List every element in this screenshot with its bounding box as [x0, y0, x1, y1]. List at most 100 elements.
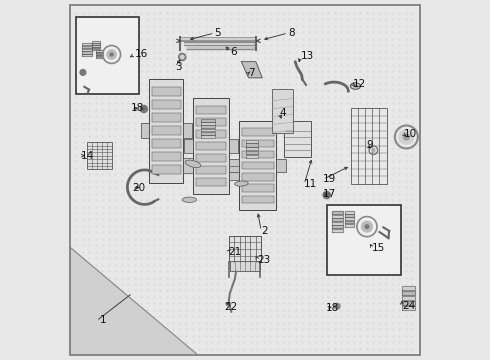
- Bar: [230, 261, 260, 271]
- Polygon shape: [201, 122, 215, 125]
- Polygon shape: [245, 147, 258, 150]
- Polygon shape: [96, 50, 103, 52]
- Circle shape: [361, 221, 373, 233]
- Ellipse shape: [353, 84, 358, 88]
- Text: 11: 11: [304, 179, 318, 189]
- Polygon shape: [332, 215, 343, 218]
- Bar: [242, 128, 273, 136]
- Polygon shape: [92, 45, 100, 46]
- Text: 3: 3: [175, 62, 182, 72]
- Polygon shape: [332, 225, 343, 228]
- Circle shape: [371, 148, 375, 152]
- Bar: [229, 139, 238, 153]
- Circle shape: [80, 69, 86, 75]
- Bar: [76, 17, 139, 94]
- Bar: [242, 151, 273, 158]
- Text: 1: 1: [100, 315, 106, 325]
- Circle shape: [109, 52, 114, 57]
- Text: 2: 2: [261, 226, 268, 236]
- Text: 22: 22: [224, 302, 238, 312]
- Polygon shape: [402, 286, 416, 290]
- Ellipse shape: [182, 197, 196, 202]
- Bar: [196, 166, 226, 174]
- Polygon shape: [201, 132, 215, 135]
- Polygon shape: [332, 229, 343, 232]
- Polygon shape: [402, 306, 416, 310]
- Polygon shape: [332, 222, 343, 225]
- Text: 6: 6: [231, 46, 237, 57]
- Polygon shape: [344, 217, 354, 220]
- Ellipse shape: [235, 181, 248, 186]
- Circle shape: [403, 134, 410, 140]
- Bar: [272, 89, 294, 134]
- Bar: [196, 130, 226, 138]
- Text: 19: 19: [323, 174, 337, 184]
- Bar: [141, 123, 149, 138]
- Bar: [285, 121, 311, 157]
- Polygon shape: [82, 54, 92, 56]
- Polygon shape: [402, 291, 416, 295]
- Polygon shape: [96, 55, 103, 57]
- Circle shape: [179, 53, 186, 60]
- Circle shape: [334, 303, 340, 309]
- Bar: [151, 165, 181, 174]
- Polygon shape: [245, 140, 258, 143]
- Bar: [242, 195, 273, 203]
- Bar: [151, 100, 181, 109]
- Polygon shape: [96, 54, 103, 55]
- Polygon shape: [201, 125, 215, 128]
- Polygon shape: [344, 214, 354, 217]
- Bar: [196, 154, 226, 162]
- Text: 9: 9: [366, 140, 373, 150]
- Text: 18: 18: [326, 303, 339, 314]
- Bar: [242, 173, 273, 181]
- Polygon shape: [92, 43, 100, 45]
- Bar: [151, 126, 181, 135]
- Text: 13: 13: [300, 51, 314, 61]
- Bar: [196, 178, 226, 186]
- Polygon shape: [332, 218, 343, 221]
- Bar: [184, 139, 193, 153]
- Polygon shape: [245, 143, 258, 147]
- Polygon shape: [96, 52, 103, 53]
- Circle shape: [106, 49, 117, 60]
- Circle shape: [180, 55, 184, 59]
- Bar: [151, 87, 181, 96]
- Bar: [87, 142, 112, 169]
- Text: 21: 21: [228, 247, 241, 257]
- Polygon shape: [201, 129, 215, 131]
- Circle shape: [323, 192, 330, 199]
- Polygon shape: [402, 301, 416, 305]
- Text: 15: 15: [372, 243, 386, 253]
- Polygon shape: [92, 49, 100, 50]
- Bar: [151, 152, 181, 161]
- Ellipse shape: [350, 83, 361, 89]
- Bar: [351, 108, 387, 184]
- Bar: [196, 105, 226, 114]
- Text: 8: 8: [288, 28, 294, 38]
- Bar: [196, 142, 226, 150]
- Polygon shape: [71, 248, 196, 354]
- Bar: [327, 205, 401, 275]
- Bar: [149, 78, 183, 183]
- Polygon shape: [82, 49, 92, 51]
- Polygon shape: [229, 166, 239, 180]
- Text: 7: 7: [248, 68, 254, 78]
- Bar: [242, 162, 273, 170]
- Polygon shape: [344, 221, 354, 224]
- Text: 16: 16: [135, 49, 148, 59]
- Bar: [229, 159, 239, 172]
- Bar: [239, 121, 276, 211]
- Text: 10: 10: [403, 129, 416, 139]
- Text: 5: 5: [215, 28, 221, 38]
- Text: 17: 17: [323, 189, 337, 199]
- Ellipse shape: [185, 160, 201, 168]
- Polygon shape: [344, 211, 354, 214]
- Circle shape: [398, 129, 414, 145]
- Polygon shape: [201, 135, 215, 138]
- Polygon shape: [82, 46, 92, 48]
- Bar: [183, 123, 192, 138]
- Text: 12: 12: [353, 79, 366, 89]
- Bar: [151, 113, 181, 122]
- Polygon shape: [245, 151, 258, 154]
